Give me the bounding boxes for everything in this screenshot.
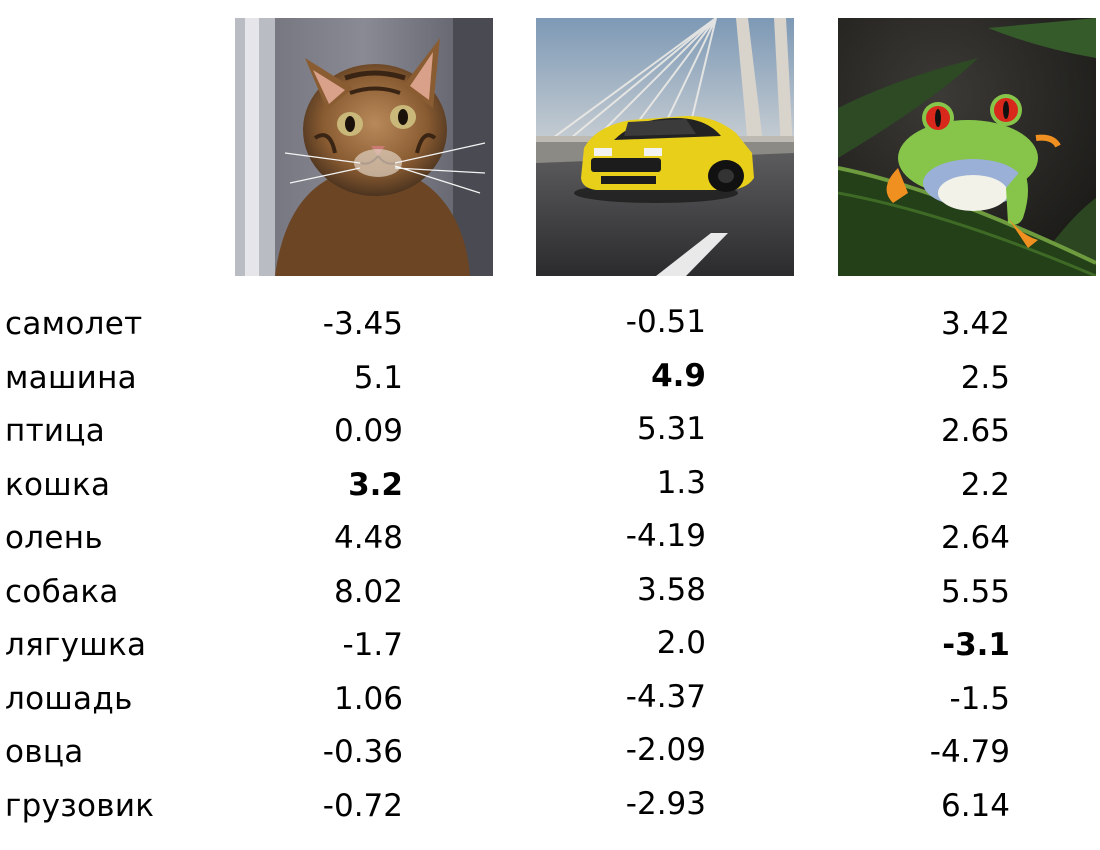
table-row: птица 0.09 5.31 2.65 — [0, 407, 1100, 461]
score-cell: -4.37 — [625, 678, 706, 715]
score-cell: 2.64 — [940, 520, 1010, 556]
table-row: грузовик -0.72 -2.93 6.14 — [0, 782, 1100, 836]
score-cell: -4.19 — [625, 518, 706, 554]
frog-image — [838, 18, 1096, 276]
score-cell: 3.42 — [940, 306, 1010, 342]
row-label: птица — [5, 413, 106, 449]
score-cell: -3.1 — [942, 627, 1010, 663]
row-label: олень — [5, 520, 103, 556]
score-cell: 5.1 — [353, 359, 403, 396]
score-cell: -2.93 — [625, 785, 706, 822]
car-image — [536, 18, 794, 276]
score-cell: 8.02 — [333, 573, 403, 610]
score-cell: 0.09 — [333, 413, 403, 449]
table-row: овца -0.36 -2.09 -4.79 — [0, 728, 1100, 782]
score-cell: 3.58 — [636, 571, 706, 608]
score-cell: 5.55 — [940, 573, 1010, 610]
row-label: кошка — [5, 466, 111, 503]
row-label: грузовик — [5, 787, 155, 824]
score-cell: -3.45 — [322, 306, 403, 342]
row-label: собака — [5, 573, 119, 610]
row-label: самолет — [5, 306, 143, 342]
score-cell: 1.06 — [333, 680, 403, 717]
table-row: собака 8.02 3.58 5.55 — [0, 568, 1100, 622]
score-cell: -0.36 — [322, 734, 403, 770]
row-label: лошадь — [5, 680, 133, 717]
score-cell: 4.48 — [333, 520, 403, 556]
score-cell: 6.14 — [940, 787, 1010, 824]
table-row: машина 5.1 4.9 2.5 — [0, 354, 1100, 408]
score-cell: -0.51 — [625, 304, 706, 340]
table-row: лошадь 1.06 -4.37 -1.5 — [0, 675, 1100, 729]
score-cell: -2.09 — [625, 732, 706, 768]
row-label: лягушка — [5, 627, 147, 663]
score-cell: 1.3 — [656, 464, 706, 501]
score-cell: 2.0 — [656, 625, 706, 661]
score-cell: 4.9 — [651, 357, 706, 394]
table-row: лягушка -1.7 2.0 -3.1 — [0, 621, 1100, 675]
score-cell: -1.5 — [949, 680, 1011, 717]
score-cell: -1.7 — [342, 627, 404, 663]
score-cell: -4.79 — [929, 734, 1010, 770]
score-table: самолет -3.45 -0.51 3.42 машина 5.1 4.9 2.5 птиц… — [0, 300, 1100, 835]
table-row: олень 4.48 -4.19 2.64 — [0, 514, 1100, 568]
score-cell: 2.2 — [960, 466, 1010, 503]
score-cell: 2.65 — [940, 413, 1010, 449]
score-cell: -0.72 — [322, 787, 403, 824]
score-cell: 5.31 — [636, 411, 706, 447]
table-row: самолет -3.45 -0.51 3.42 — [0, 300, 1100, 354]
table-row: кошка 3.2 1.3 2.2 — [0, 461, 1100, 515]
cat-image — [235, 18, 493, 276]
row-label: машина — [5, 359, 137, 396]
score-cell: 3.2 — [348, 466, 403, 503]
score-cell: 2.5 — [960, 359, 1010, 396]
row-label: овца — [5, 734, 84, 770]
